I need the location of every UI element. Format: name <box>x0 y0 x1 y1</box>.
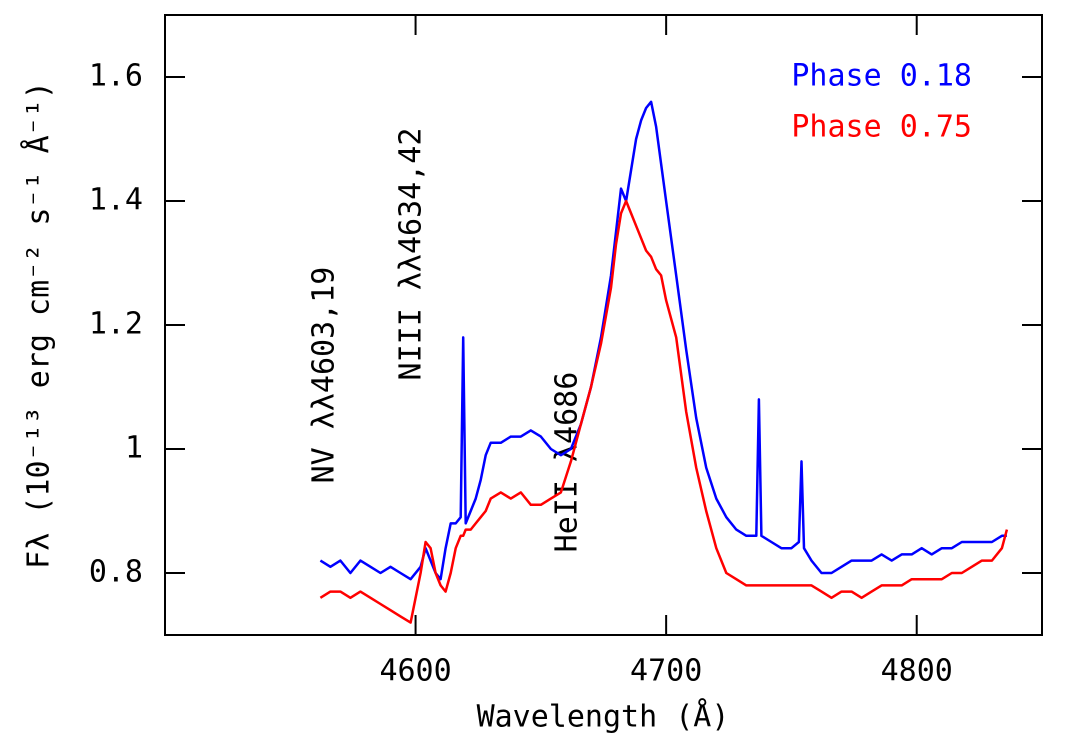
x-axis-label: Wavelength (Å) <box>477 699 730 735</box>
annotation: NV λλ4603,19 <box>307 267 342 484</box>
spectrum-line <box>319 199 1009 624</box>
x-tick-label: 4800 <box>881 654 953 689</box>
y-tick-label: 1.6 <box>89 59 143 94</box>
x-tick-label: 4600 <box>379 654 451 689</box>
spectrum-line <box>319 100 1007 581</box>
annotation: HeII λ4686 <box>550 372 585 553</box>
y-tick-label: 1 <box>125 431 143 466</box>
y-tick-label: 1.4 <box>89 183 143 218</box>
y-tick-label: 1.2 <box>89 307 143 342</box>
annotation: NIII λλ4634,42 <box>394 128 429 381</box>
x-tick-label: 4700 <box>630 654 702 689</box>
y-tick-label: 0.8 <box>89 555 143 590</box>
legend-entry: Phase 0.75 <box>791 110 972 145</box>
y-axis-label: Fλ (10⁻¹³ erg cm⁻² s⁻¹ Å⁻¹) <box>21 81 57 569</box>
legend-entry: Phase 0.18 <box>791 59 972 94</box>
